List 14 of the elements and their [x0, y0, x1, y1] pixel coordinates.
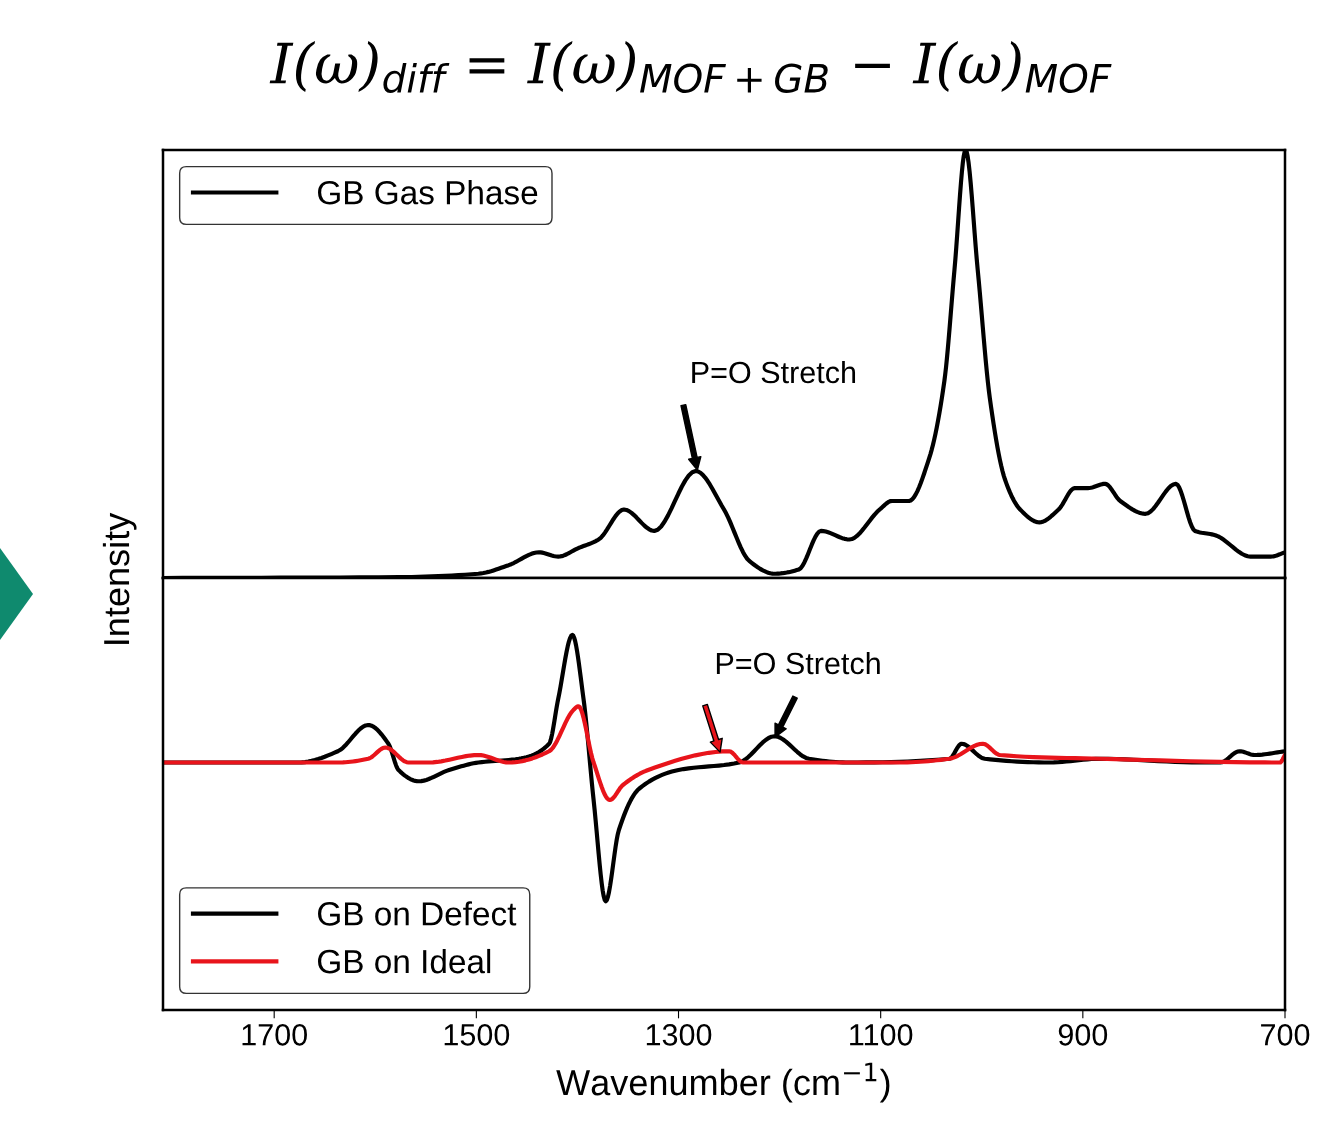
x-tick-label: 1500: [444, 1024, 510, 1046]
x-tick-label: 700: [1261, 1024, 1310, 1046]
x-tick-label: 1100: [850, 1024, 913, 1046]
x-tick-label: 1700: [242, 1024, 307, 1046]
legend-label: GB on Ideal: [318, 948, 491, 974]
x-tick-label: 1300: [646, 1024, 712, 1046]
legend-label: GB Gas Phase: [318, 180, 538, 205]
annotation: P=O Stretch: [716, 651, 880, 675]
legend-label: GB on Defect: [318, 901, 517, 926]
x-tick-label: 900: [1058, 1024, 1108, 1046]
x-axis-title: Wavenumber (cm$^{−1}$): [556, 1062, 890, 1103]
chart-title: I(ω)$_{diff}$ = I(ω)$_{MOF+GB}$ − I(ω)$_{MOF}$: [269, 41, 1112, 93]
annotation: P=O Stretch: [692, 360, 856, 384]
y-axis-title: Intensity: [102, 512, 137, 644]
